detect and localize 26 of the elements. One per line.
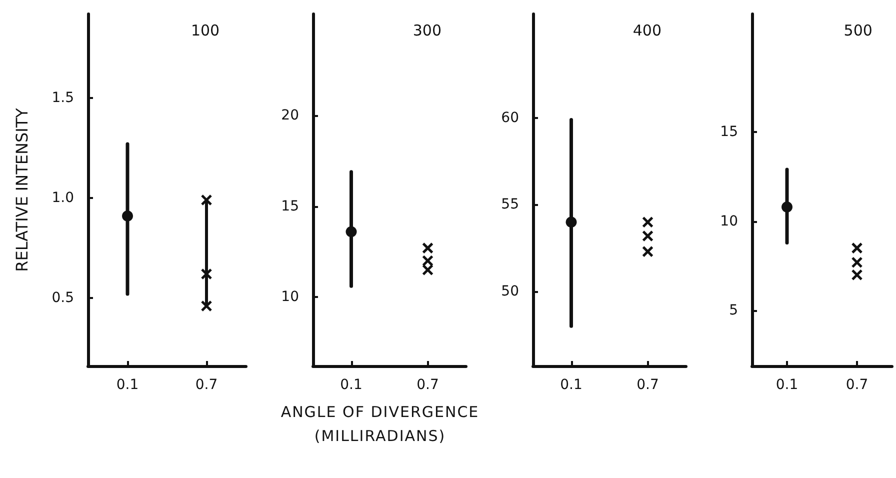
x-axis-title: ANGLE OF DIVERGENCE (MILLIRADIANS) xyxy=(280,402,480,447)
x-tick-label: 0.7 xyxy=(416,377,439,393)
x-tick-label: 0.7 xyxy=(636,377,659,393)
x-tick-label: 0.7 xyxy=(846,377,868,393)
x-tick-label: 0.7 xyxy=(195,377,218,393)
y-tick-label: 1.5 xyxy=(52,90,74,106)
x-tick-label: 0.1 xyxy=(560,377,582,393)
y-tick-label: 10 xyxy=(281,289,299,306)
y-tick-label: 60 xyxy=(501,110,519,126)
y-tick-label: 55 xyxy=(501,196,519,213)
y-tick-label: 20 xyxy=(281,108,299,124)
y-tick-label: 50 xyxy=(501,283,519,300)
text: 100 xyxy=(190,22,220,40)
y-tick-label: 0.5 xyxy=(52,290,74,306)
text: 500 xyxy=(844,22,872,40)
y-tick-label: 10 xyxy=(720,213,738,230)
x-tick-label: 0.1 xyxy=(776,377,798,393)
text: 400 xyxy=(632,22,662,40)
y-axis-title: RELATIVE INTENSITY xyxy=(12,108,32,272)
y-tick-label: 15 xyxy=(720,124,738,140)
x-tick-label: 0.1 xyxy=(116,377,139,393)
y-tick-label: 5 xyxy=(729,302,738,319)
text: 300 xyxy=(412,22,442,40)
y-tick-label: 15 xyxy=(281,198,299,214)
x-tick-label: 0.1 xyxy=(340,377,362,393)
y-tick-label: 1.0 xyxy=(52,190,74,206)
